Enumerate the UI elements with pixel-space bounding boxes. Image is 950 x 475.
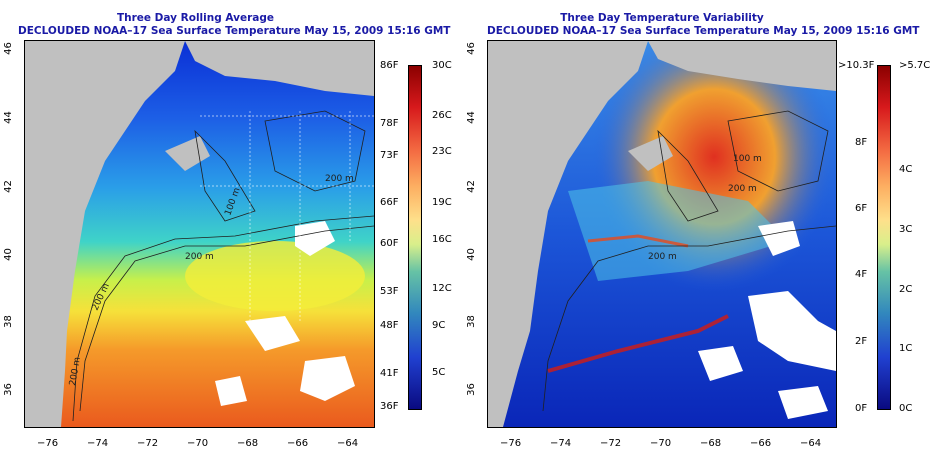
right-lon-tick: −64: [800, 438, 822, 449]
right-cb-c: 1C: [899, 343, 913, 354]
left-lon-tick: −70: [187, 438, 209, 449]
right-cb-f: 2F: [855, 336, 868, 347]
left-cb-c: 9C: [432, 320, 446, 331]
right-cb-c: 4C: [899, 164, 913, 175]
right-title: Three Day Temperature Variability: [560, 12, 764, 24]
left-lat-tick: 46: [2, 42, 14, 55]
right-cb-c: >5.7C: [899, 60, 931, 71]
left-cb-c: 5C: [432, 367, 446, 378]
right-lat-tick: 46: [465, 42, 477, 55]
left-cb-f: 60F: [380, 238, 399, 249]
left-cb-f: 53F: [380, 286, 399, 297]
left-cb-f: 41F: [380, 368, 399, 379]
left-cb-c: 30C: [432, 60, 452, 71]
left-cb-f: 48F: [380, 320, 399, 331]
left-lat-tick: 40: [2, 248, 14, 261]
right-cb-c: 0C: [899, 403, 913, 414]
left-lat-tick: 36: [2, 383, 14, 396]
right-contour-label-1: 200 m: [648, 252, 677, 262]
right-cb-f: 8F: [855, 137, 868, 148]
right-lat-tick: 42: [465, 180, 477, 193]
left-contour-label-5: 200 m: [68, 356, 83, 386]
left-sst-map: 200 m 200 m 100 m 200 m 200 m: [24, 40, 375, 428]
right-cb-c: 2C: [899, 284, 913, 295]
right-lon-tick: −74: [550, 438, 572, 449]
left-colorbar: [408, 65, 422, 410]
right-lat-tick: 44: [465, 111, 477, 124]
right-lon-tick: −70: [650, 438, 672, 449]
left-cb-f: 36F: [380, 401, 399, 412]
right-variability-map: 200 m 100 m 200 m: [487, 40, 837, 428]
right-map-graphic: 200 m 100 m 200 m: [488, 41, 836, 427]
left-lon-tick: −66: [287, 438, 309, 449]
left-lon-tick: −72: [137, 438, 159, 449]
left-lon-tick: −76: [37, 438, 59, 449]
right-colorbar: [877, 65, 891, 410]
left-subtitle: DECLOUDED NOAA–17 Sea Surface Temperatur…: [18, 25, 451, 37]
right-lon-tick: −68: [700, 438, 722, 449]
left-lat-tick: 38: [2, 315, 14, 328]
right-lat-tick: 40: [465, 248, 477, 261]
left-cb-c: 16C: [432, 234, 452, 245]
left-lon-tick: −64: [337, 438, 359, 449]
left-cb-c: 12C: [432, 283, 452, 294]
right-lon-tick: −76: [500, 438, 522, 449]
right-lon-tick: −66: [750, 438, 772, 449]
left-lat-tick: 44: [2, 111, 14, 124]
right-contour-label-2: 100 m: [733, 154, 762, 164]
left-title: Three Day Rolling Average: [116, 12, 275, 24]
right-cb-f: 0F: [855, 403, 868, 414]
right-lat-tick: 38: [465, 315, 477, 328]
left-lon-tick: −68: [237, 438, 259, 449]
left-cb-c: 19C: [432, 197, 452, 208]
right-lon-tick: −72: [600, 438, 622, 449]
left-cb-f: 73F: [380, 150, 399, 161]
right-subtitle: DECLOUDED NOAA–17 Sea Surface Temperatur…: [487, 25, 920, 37]
left-map-graphic: 200 m 200 m 100 m 200 m 200 m: [25, 41, 374, 427]
right-cb-f: >10.3F: [838, 60, 875, 71]
right-cb-c: 3C: [899, 224, 913, 235]
right-cb-f: 6F: [855, 203, 868, 214]
left-contour-label-4: 200 m: [325, 174, 354, 184]
left-cb-f: 66F: [380, 197, 399, 208]
left-contour-label-1: 200 m: [185, 252, 214, 262]
right-cb-f: 4F: [855, 269, 868, 280]
right-contour-label-3: 200 m: [728, 184, 757, 194]
right-lat-tick: 36: [465, 383, 477, 396]
left-cb-f: 78F: [380, 118, 399, 129]
left-cb-f: 86F: [380, 60, 399, 71]
left-lat-tick: 42: [2, 180, 14, 193]
left-cb-c: 23C: [432, 146, 452, 157]
left-cb-c: 26C: [432, 110, 452, 121]
left-lon-tick: −74: [87, 438, 109, 449]
